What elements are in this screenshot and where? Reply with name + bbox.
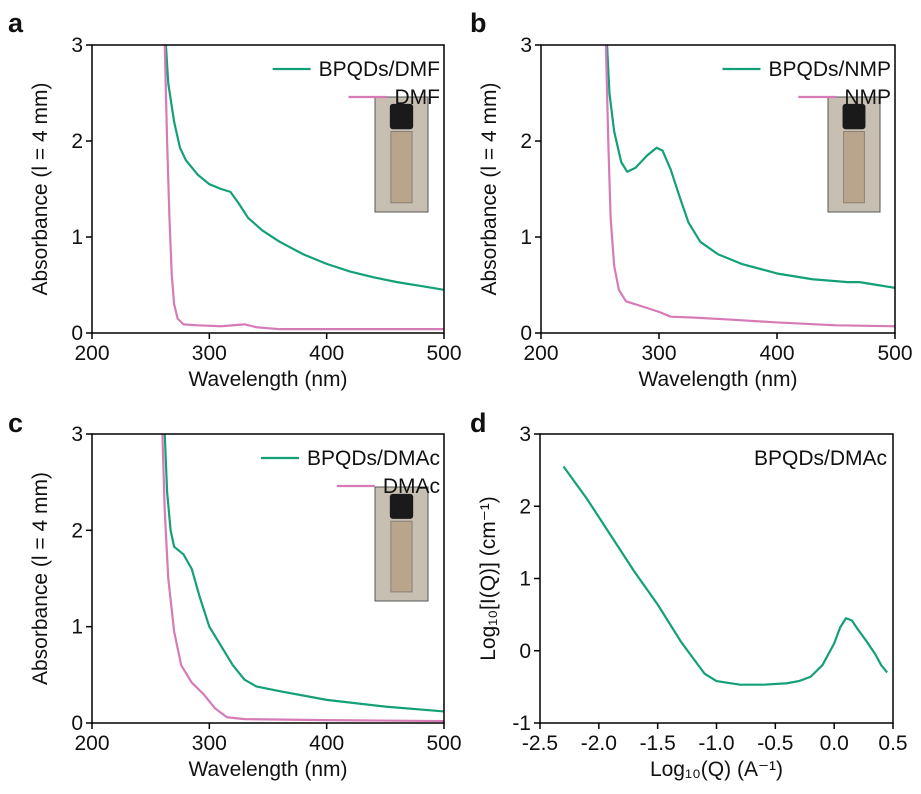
y-tick-label: 0: [519, 640, 531, 663]
legend-label: DMF: [395, 86, 441, 109]
x-tick-label: 200: [74, 342, 109, 365]
y-tick-label: 2: [519, 495, 531, 518]
data-line: [164, 44, 445, 291]
x-tick-label: 200: [74, 732, 109, 755]
x-tick-label: -2.5: [522, 732, 558, 755]
y-tick-label: 2: [71, 130, 83, 153]
y-axis-label: Absorbance (l = 4 mm): [29, 472, 52, 685]
y-tick-label: 2: [520, 130, 532, 153]
x-axis-label: Wavelength (nm): [188, 758, 347, 781]
x-tick-label: 0.0: [820, 732, 849, 755]
panel-letter: c: [8, 408, 23, 438]
plot-frame: [539, 433, 894, 724]
vial-cap: [389, 493, 414, 519]
y-tick-label: 2: [71, 519, 83, 542]
x-tick-label: -1.0: [698, 732, 734, 755]
x-tick-label: -0.5: [757, 732, 793, 755]
y-tick-label: 1: [71, 616, 83, 639]
vial-cap: [389, 103, 414, 130]
data-line: [562, 465, 888, 686]
y-tick-label: 3: [520, 34, 532, 57]
vial-body: [390, 520, 413, 593]
y-axis-label: Absorbance (l = 4 mm): [478, 83, 501, 296]
x-tick-label: 200: [523, 342, 558, 365]
y-tick-label: 1: [520, 226, 532, 249]
y-tick-label: 3: [71, 34, 83, 57]
data-line: [163, 44, 444, 331]
vial-body: [843, 131, 865, 204]
x-tick-label: 400: [309, 732, 344, 755]
y-axis-label: Absorbance (l = 4 mm): [29, 83, 52, 296]
x-tick-label: 400: [759, 342, 794, 365]
data-line: [161, 433, 445, 723]
y-tick-label: 0: [520, 322, 532, 345]
y-axis-label: Log₁₀[I(Q)] (cm⁻¹): [477, 496, 500, 661]
legend-label: BPQDs/DMF: [319, 58, 440, 81]
x-tick-label: 300: [192, 732, 227, 755]
vial-body: [390, 131, 413, 204]
y-tick-label: 1: [71, 226, 83, 249]
x-tick-label: 500: [426, 732, 461, 755]
data-line: [163, 433, 445, 713]
vial-cap: [842, 103, 866, 130]
panel-letter: b: [470, 8, 487, 38]
legend-label: DMAc: [383, 475, 440, 498]
y-tick-label: 0: [71, 712, 83, 735]
x-axis-label: Wavelength (nm): [638, 368, 797, 391]
legend-label: BPQDs/DMAc: [307, 447, 440, 470]
x-tick-label: 400: [309, 342, 344, 365]
x-tick-label: 300: [192, 342, 227, 365]
data-line: [604, 44, 896, 328]
legend-label: NMP: [844, 86, 891, 109]
panel-letter: a: [8, 8, 24, 38]
legend-label: BPQDs/NMP: [768, 58, 891, 81]
y-tick-label: -1: [512, 712, 531, 735]
plot-frame: [540, 44, 896, 334]
x-tick-label: 0.5: [878, 732, 907, 755]
panel-letter: d: [470, 408, 487, 438]
x-tick-label: -2.0: [581, 732, 617, 755]
x-tick-label: 500: [426, 342, 461, 365]
plot-frame: [91, 433, 445, 724]
y-tick-label: 1: [519, 568, 531, 591]
data-line: [605, 44, 896, 289]
x-axis-label: Wavelength (nm): [188, 368, 347, 391]
x-tick-label: 500: [877, 342, 912, 365]
y-tick-label: 3: [71, 423, 83, 446]
plot-frame: [91, 44, 445, 334]
x-axis-label: Log₁₀(Q) (A⁻¹): [650, 758, 783, 781]
x-tick-label: 300: [641, 342, 676, 365]
x-tick-label: -1.5: [640, 732, 676, 755]
y-tick-label: 0: [71, 322, 83, 345]
y-tick-label: 3: [519, 423, 531, 446]
annotation: BPQDs/DMAc: [754, 447, 887, 470]
